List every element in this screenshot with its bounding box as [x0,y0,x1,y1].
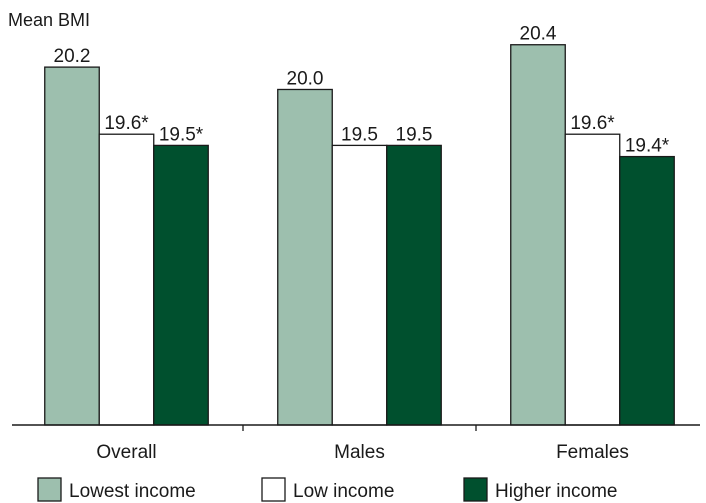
legend-label-low-income: Low income [293,481,394,502]
bar-males-low-income [331,144,388,426]
y-axis-label: Mean BMI [8,10,90,30]
legend-swatch-lowest-income [37,477,62,502]
bar-overall-low-income [98,133,155,426]
bar-overall-higher-income [153,144,209,426]
data-label-females-higher-income: 19.4* [625,136,670,157]
x-tick-label-overall: Overall [96,442,156,463]
bar-females-lowest-income [510,44,566,426]
data-label-females-low-income: 19.6* [570,113,615,134]
data-label-females-lowest-income: 20.4 [520,24,557,45]
bar-females-higher-income [619,155,675,426]
x-tick-label-females: Females [556,442,629,463]
data-label-males-higher-income: 19.5 [396,124,433,145]
bar-males-lowest-income [277,88,333,426]
data-label-males-lowest-income: 20.0 [287,68,324,89]
bar-overall-lowest-income [44,66,100,426]
legend-label-lowest-income: Lowest income [69,481,196,502]
bar-females-low-income [564,133,621,426]
data-label-males-low-income: 19.5 [341,124,378,145]
data-label-overall-higher-income: 19.5* [159,124,204,145]
bar-males-higher-income [386,144,442,426]
x-tick-label-males: Males [334,442,385,463]
legend-swatch-higher-income [463,477,488,502]
legend-label-higher-income: Higher income [495,481,618,502]
data-label-overall-lowest-income: 20.2 [54,46,91,67]
legend-swatch-low-income [261,477,286,502]
data-label-overall-low-income: 19.6* [104,113,149,134]
